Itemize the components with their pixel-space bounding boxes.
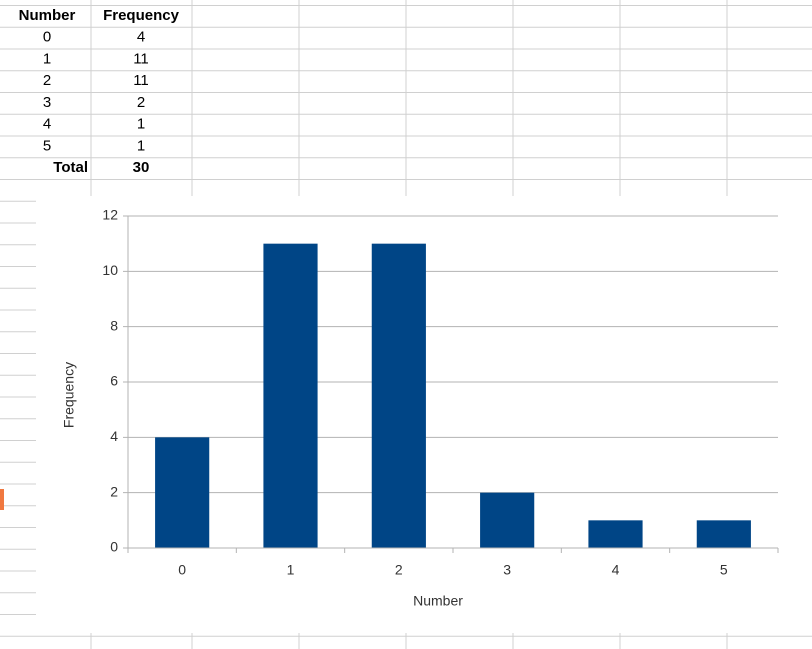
bar: [371, 243, 426, 548]
cell: 4: [137, 29, 145, 46]
x-tick-label: 1: [287, 562, 295, 578]
x-tick-label: 4: [612, 562, 620, 578]
cell: 11: [133, 50, 149, 67]
bar: [588, 520, 643, 548]
cell: 1: [137, 137, 145, 154]
x-tick-label: 2: [395, 562, 403, 578]
x-tick-label: 0: [178, 562, 186, 578]
bar: [155, 437, 210, 548]
cell: 1: [43, 50, 51, 67]
y-tick-label: 4: [110, 428, 118, 444]
header-cell: Number: [19, 7, 76, 24]
bar: [480, 492, 535, 548]
x-tick-label: 5: [720, 562, 728, 578]
cell: 11: [133, 72, 149, 89]
cell: 5: [43, 137, 51, 154]
y-tick-label: 0: [110, 539, 118, 555]
cell: 1: [137, 116, 145, 133]
y-tick-label: 6: [110, 373, 118, 389]
row-marker: [0, 489, 4, 510]
cell: 2: [137, 94, 145, 111]
y-tick-label: 2: [110, 483, 118, 499]
total-label: Total: [53, 159, 88, 176]
y-tick-label: 10: [102, 262, 118, 278]
x-axis-label: Number: [413, 593, 463, 609]
header-cell: Frequency: [103, 7, 180, 24]
cell: 2: [43, 72, 51, 89]
y-axis-label: Frequency: [61, 362, 77, 428]
cell: 3: [43, 94, 51, 111]
x-tick-label: 3: [503, 562, 511, 578]
y-tick-label: 12: [102, 207, 118, 223]
cell: 4: [43, 116, 51, 133]
y-tick-label: 8: [110, 317, 118, 333]
bar: [696, 520, 751, 548]
cell: 0: [43, 29, 51, 46]
total-value: 30: [133, 159, 150, 176]
bar: [263, 243, 318, 548]
